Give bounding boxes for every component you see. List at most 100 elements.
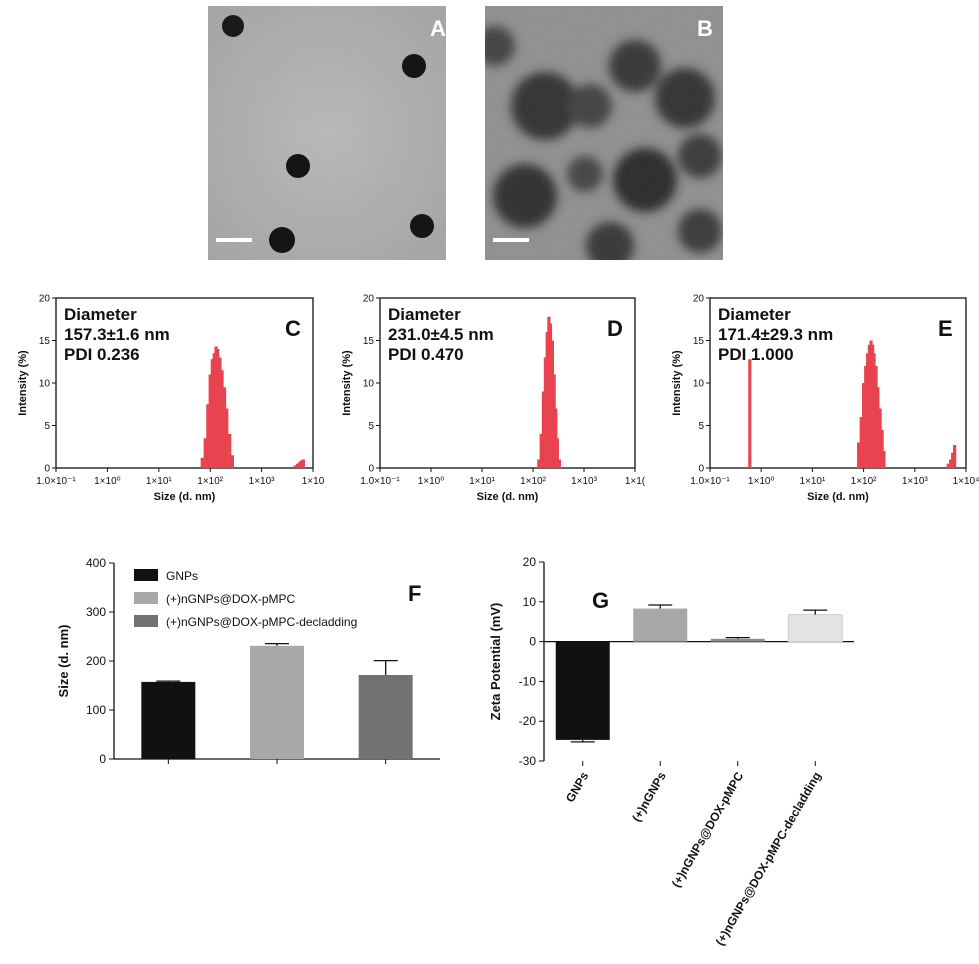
y-tick-label: 200 xyxy=(86,654,106,668)
histogram-bar xyxy=(541,391,546,468)
x-tick-label: 1.0×10⁻¹ xyxy=(36,476,76,487)
legend-label: (+)nGNPs@DOX-pMPC-decladding xyxy=(166,615,357,629)
histogram-bar xyxy=(301,459,305,468)
y-tick-label: 0 xyxy=(99,752,106,766)
panel-letter: F xyxy=(408,581,421,606)
y-tick-label: 15 xyxy=(39,336,51,347)
x-tick-label: 1.0×10⁻¹ xyxy=(690,476,730,487)
annotation-line: Diameter xyxy=(388,305,461,324)
x-axis-label: Size (d. nm) xyxy=(477,491,539,503)
histogram-bar xyxy=(293,465,297,468)
x-tick-label: 1×10¹ xyxy=(146,476,173,487)
histogram-bar xyxy=(225,408,229,468)
histogram-bar xyxy=(228,434,232,468)
x-tick-label: 1×10¹ xyxy=(469,476,496,487)
annotation-line: 157.3±1.6 nm xyxy=(64,325,170,344)
histogram-bar xyxy=(951,452,955,468)
panel-letter-a: A xyxy=(430,16,446,41)
y-tick-label: 5 xyxy=(698,421,704,432)
annotation-line: PDI 1.000 xyxy=(718,345,794,364)
legend-swatch xyxy=(134,592,158,604)
histogram-bar xyxy=(295,463,300,468)
legend-swatch xyxy=(134,569,158,581)
x-tick-label: GNPs xyxy=(563,769,592,805)
histogram-bar xyxy=(537,459,541,468)
histogram-bar xyxy=(548,323,553,468)
y-tick-label: -30 xyxy=(519,754,537,768)
x-tick-label: 1×10 xyxy=(302,476,325,487)
tem-image-b-graphic xyxy=(485,6,723,260)
x-tick-label: 1×10⁰ xyxy=(418,476,445,487)
zeta-bar xyxy=(633,608,688,642)
x-tick-label: 1×1( xyxy=(625,476,646,487)
histogram-bar xyxy=(220,370,224,468)
y-axis-label: Intensity (%) xyxy=(17,350,29,416)
y-tick-label: 5 xyxy=(368,421,374,432)
x-tick-label: 1×10² xyxy=(851,476,878,487)
histogram-bar xyxy=(878,408,882,468)
y-tick-label: 10 xyxy=(363,379,375,390)
dls-chart-d: 0 5 10 15 20 1.0×10⁻¹ 1×10⁰ 1×10¹ 1×10² 1×10³ 1×1(… xyxy=(341,294,646,504)
y-tick-label: -10 xyxy=(519,674,537,688)
nanoparticle xyxy=(222,15,244,37)
tem-noise xyxy=(485,6,723,260)
histogram-bar xyxy=(862,383,866,468)
histogram-bar xyxy=(218,357,222,468)
y-tick-label: -20 xyxy=(519,714,537,728)
zeta-bar xyxy=(710,638,765,642)
histogram-bar xyxy=(555,438,559,468)
histogram-bar xyxy=(539,434,543,468)
x-axis-label: Size (d. nm) xyxy=(154,491,216,503)
legend-label: (+)nGNPs@DOX-pMPC xyxy=(166,592,296,606)
y-tick-label: 300 xyxy=(86,605,106,619)
histogram-bar xyxy=(552,374,556,468)
histogram-bar xyxy=(203,438,207,468)
dls-chart-e: 0 5 10 15 20 1.0×10⁻¹ 1×10⁰ 1×10¹ 1×10² 1×10³ 1×10… xyxy=(671,294,979,504)
x-tick-label: 1.0×10⁻¹ xyxy=(360,476,400,487)
x-tick-label: 1×10³ xyxy=(249,476,276,487)
histogram-bar xyxy=(206,404,210,468)
y-tick-label: 10 xyxy=(39,379,51,390)
tem-noise xyxy=(208,6,446,260)
x-tick-label: 1×10² xyxy=(197,476,224,487)
y-tick-label: 20 xyxy=(39,294,51,305)
y-axis-label: Intensity (%) xyxy=(341,350,353,416)
panel-letter-b: B xyxy=(697,16,713,41)
histogram-bar xyxy=(208,374,212,468)
x-tick-label: 1×10⁰ xyxy=(748,476,775,487)
panel-letter: E xyxy=(938,316,953,341)
histogram-bar xyxy=(214,346,218,468)
y-tick-label: 100 xyxy=(86,703,106,717)
histogram-bar xyxy=(948,459,953,468)
y-tick-label: 5 xyxy=(44,421,50,432)
x-tick-label: 1×10⁰ xyxy=(94,476,121,487)
histogram-bar xyxy=(210,359,214,468)
x-tick-label: (+)nGNPs xyxy=(629,769,669,824)
annotation-line: PDI 0.470 xyxy=(388,345,464,364)
annotation-line: 231.0±4.5 nm xyxy=(388,325,494,344)
annotation-line: 171.4±29.3 nm xyxy=(718,325,833,344)
nanoparticle xyxy=(286,154,310,178)
x-axis-label: Size (d. nm) xyxy=(807,491,869,503)
histogram-bar xyxy=(859,417,863,468)
scale-bar xyxy=(216,238,252,242)
zeta-bar xyxy=(787,614,843,643)
panel-letter: G xyxy=(592,588,609,613)
y-axis-label: Zeta Potential (mV) xyxy=(488,603,503,721)
y-tick-label: 10 xyxy=(523,595,537,609)
y-tick-label: 0 xyxy=(529,635,536,649)
size-bar xyxy=(141,681,196,759)
annotation-line: Diameter xyxy=(718,305,791,324)
zeta-bar xyxy=(555,641,610,740)
histogram-bar xyxy=(557,459,562,468)
histogram-bar xyxy=(953,445,957,468)
histogram-bar xyxy=(230,455,234,468)
histogram-bar xyxy=(946,463,950,468)
y-tick-label: 0 xyxy=(698,464,704,475)
nanoparticle xyxy=(410,214,434,238)
histogram-bar xyxy=(200,457,204,468)
tem-image-b: B xyxy=(485,6,723,260)
y-tick-label: 20 xyxy=(693,294,705,305)
y-axis-label: Size (d. nm) xyxy=(56,625,71,698)
y-tick-label: 15 xyxy=(363,336,375,347)
